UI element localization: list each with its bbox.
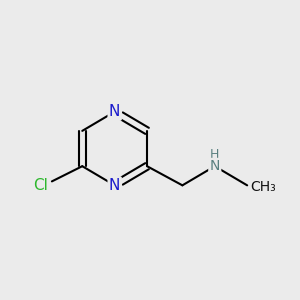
Text: N: N — [109, 178, 120, 193]
Text: CH₃: CH₃ — [250, 180, 276, 194]
Text: H: H — [210, 148, 220, 161]
Text: N: N — [109, 104, 120, 119]
Text: Cl: Cl — [34, 178, 49, 193]
Text: N: N — [210, 159, 220, 173]
